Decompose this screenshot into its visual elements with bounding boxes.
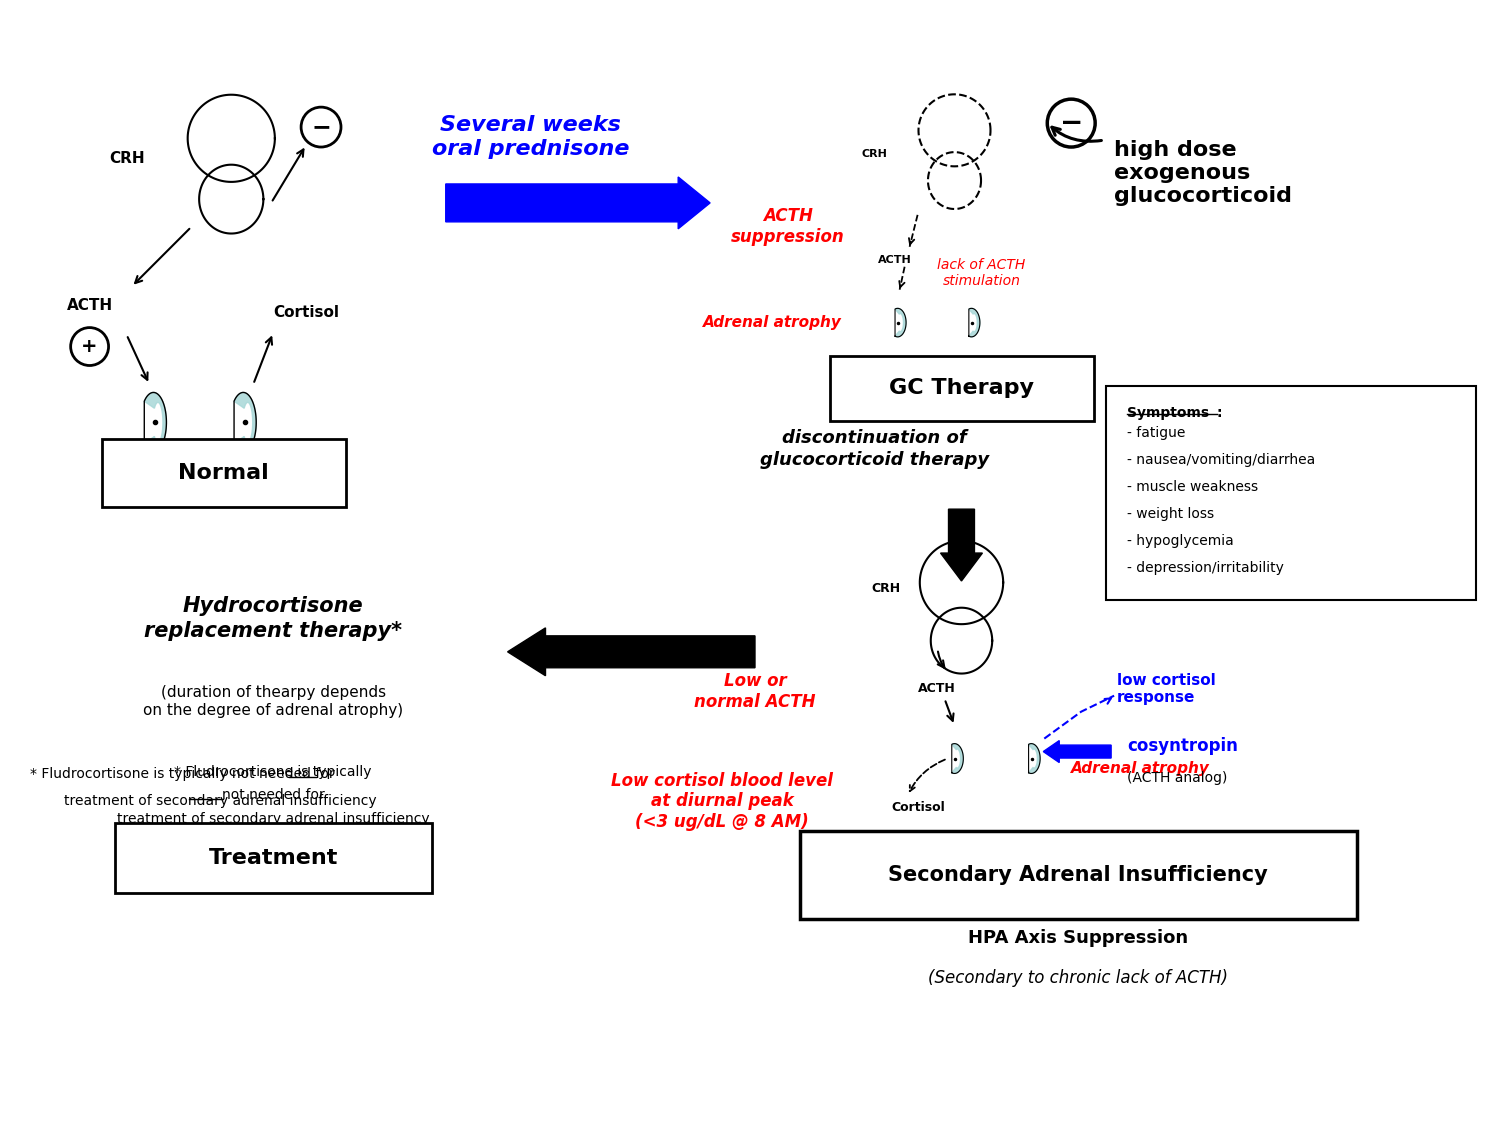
Text: Low cortisol blood level
at diurnal peak
(<3 ug/dL @ 8 AM): Low cortisol blood level at diurnal peak…	[610, 772, 833, 832]
Text: ACTH: ACTH	[66, 297, 112, 312]
Text: Cortisol: Cortisol	[891, 802, 945, 815]
Text: Symptoms: Symptoms	[1126, 406, 1209, 420]
Polygon shape	[896, 309, 906, 336]
Text: lack of ACTH
stimulation: lack of ACTH stimulation	[938, 257, 1026, 288]
Text: not needed for: not needed for	[222, 788, 324, 802]
Text: Secondary Adrenal Insufficiency: Secondary Adrenal Insufficiency	[888, 865, 1268, 885]
Text: - depression/irritability: - depression/irritability	[1126, 561, 1284, 575]
Text: treatment of secondary adrenal insufficiency: treatment of secondary adrenal insuffici…	[63, 794, 376, 809]
Text: Cortisol: Cortisol	[273, 304, 339, 319]
Text: (duration of thearpy depends
on the degree of adrenal atrophy): (duration of thearpy depends on the degr…	[142, 685, 404, 718]
Text: ACTH
suppression: ACTH suppression	[730, 207, 844, 246]
Text: discontinuation of
glucocorticoid therapy: discontinuation of glucocorticoid therap…	[760, 429, 990, 469]
Text: low cortisol
response: low cortisol response	[1118, 673, 1216, 705]
Polygon shape	[144, 392, 166, 452]
Text: :: :	[1216, 406, 1222, 420]
Text: Several weeks
oral prednisone: Several weeks oral prednisone	[432, 114, 630, 159]
Text: - nausea/vomiting/diarrhea: - nausea/vomiting/diarrhea	[1126, 453, 1316, 467]
Text: (ACTH analog): (ACTH analog)	[1126, 771, 1227, 786]
Text: Adrenal atrophy: Adrenal atrophy	[702, 315, 842, 329]
Text: treatment of secondary adrenal insufficiency: treatment of secondary adrenal insuffici…	[117, 812, 429, 826]
FancyArrow shape	[507, 628, 754, 676]
Text: Low or
normal ACTH: Low or normal ACTH	[694, 673, 816, 712]
Text: Normal: Normal	[178, 463, 268, 483]
Text: ACTH: ACTH	[878, 255, 912, 264]
Polygon shape	[234, 392, 256, 452]
Text: cosyntropin: cosyntropin	[1126, 737, 1238, 755]
Text: Adrenal atrophy: Adrenal atrophy	[1071, 761, 1210, 776]
Text: −: −	[310, 116, 332, 140]
Text: - hypoglycemia: - hypoglycemia	[1126, 534, 1234, 548]
Polygon shape	[969, 309, 980, 336]
Text: HPA Axis Suppression: HPA Axis Suppression	[968, 929, 1188, 947]
FancyArrow shape	[1044, 740, 1112, 763]
FancyBboxPatch shape	[830, 356, 1094, 421]
Text: CRH: CRH	[110, 151, 146, 166]
Text: - fatigue: - fatigue	[1126, 427, 1185, 440]
Text: CRH: CRH	[861, 149, 888, 159]
FancyBboxPatch shape	[102, 439, 346, 507]
Text: GC Therapy: GC Therapy	[890, 379, 1034, 398]
Text: +: +	[81, 337, 98, 356]
Text: (Secondary to chronic lack of ACTH): (Secondary to chronic lack of ACTH)	[928, 969, 1228, 987]
Text: CRH: CRH	[871, 582, 901, 595]
FancyBboxPatch shape	[114, 824, 432, 893]
FancyArrow shape	[940, 509, 982, 581]
Text: * Fludrocortisone is typically not needed for: * Fludrocortisone is typically not neede…	[30, 766, 334, 780]
Text: * Fludrocortisone is typically: * Fludrocortisone is typically	[174, 764, 372, 779]
FancyBboxPatch shape	[800, 832, 1356, 919]
Polygon shape	[952, 744, 963, 773]
Text: −: −	[1059, 109, 1083, 137]
Text: ACTH: ACTH	[918, 682, 956, 694]
Text: high dose
exogenous
glucocorticoid: high dose exogenous glucocorticoid	[1114, 140, 1292, 206]
Polygon shape	[1029, 744, 1039, 773]
Text: - muscle weakness: - muscle weakness	[1126, 480, 1258, 494]
FancyBboxPatch shape	[1106, 387, 1476, 599]
Text: Treatment: Treatment	[209, 849, 338, 868]
Text: Hydrocortisone
replacement therapy*: Hydrocortisone replacement therapy*	[144, 596, 402, 642]
FancyArrow shape	[446, 177, 710, 229]
Text: - weight loss: - weight loss	[1126, 507, 1214, 522]
